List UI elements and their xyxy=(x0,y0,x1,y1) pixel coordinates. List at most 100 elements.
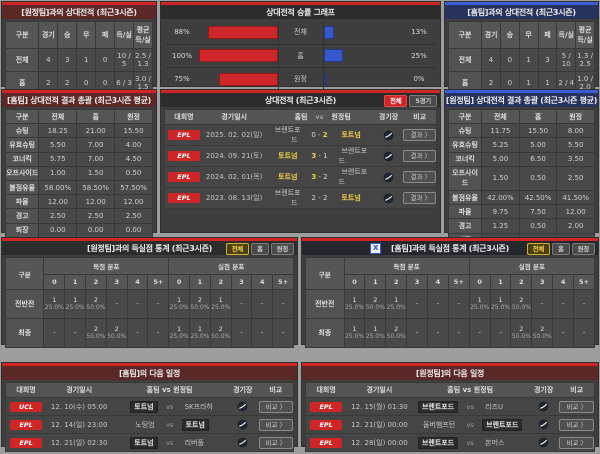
distribution-cell: 2 50.0% xyxy=(364,289,387,319)
count-value: 2 xyxy=(519,296,524,304)
stat-cell: 5.00 xyxy=(481,151,520,167)
percent-value: 50.0% xyxy=(365,304,385,311)
home-score: 2 xyxy=(311,194,316,202)
panel-goal-stats-vs-home: X [홈팀]과의 득실점 통계 (최근3시즌) 전체 홈 원정 구분 득점 분포 실점 … xyxy=(301,237,599,348)
row-label: 파울 xyxy=(447,204,483,220)
distribution-cell: - xyxy=(552,289,575,319)
winrate-row: 75% 원정 0% xyxy=(165,68,436,91)
stat-cell: 12.00 xyxy=(114,194,153,210)
goal-stats-table-container: 구분 득점 분포 실점 분포 0 1 2 3 4 5+ 0 1 2 3 4 5+ 전반전 1 25.0% 1 25.0… xyxy=(2,255,297,350)
column-header-date: 경기일시 xyxy=(66,386,93,394)
table-row: 유효슈팅 5.50 7.00 4.00 xyxy=(4,137,153,153)
column-header: 구분 xyxy=(305,257,345,290)
percent-value: 50.0% xyxy=(532,333,552,340)
column-header: 원정 xyxy=(114,108,153,125)
filter-button-원정[interactable]: 원정 xyxy=(270,242,294,255)
compare-button[interactable]: 비교 〉 xyxy=(559,400,594,413)
distribution-cell: - xyxy=(531,289,554,319)
league-badge: UCL xyxy=(10,401,43,412)
accent-strip xyxy=(161,90,440,93)
table-row: 슈팅 18.25 21.00 15.50 xyxy=(4,123,153,139)
away-winrate-percent: 25% xyxy=(411,51,427,60)
stadium-icon xyxy=(237,401,248,412)
home-score: 3 xyxy=(311,152,317,160)
filter-button-홈[interactable]: 홈 xyxy=(250,242,269,255)
filter-button-원정[interactable]: 원정 xyxy=(571,242,595,255)
league-badge: EPL xyxy=(310,437,343,448)
accent-strip xyxy=(2,90,156,93)
row-label: 슈팅 xyxy=(447,123,483,139)
row-label: 오프사이드 xyxy=(447,165,483,191)
stat-cell: 4 xyxy=(38,48,59,72)
filter-button-홈[interactable]: 홈 xyxy=(551,242,570,255)
h2h-column-header: 대회명 경기일시 홈팀 vs 원정팀 경기장 비교 xyxy=(164,109,437,125)
count-value: 1 xyxy=(218,296,223,304)
distribution-cell: - xyxy=(230,318,253,348)
filter-button-전체[interactable]: 전체 xyxy=(526,242,550,255)
filter-button-5경기[interactable]: 5경기 xyxy=(409,94,437,107)
stat-cell: 3.50 xyxy=(556,151,595,167)
compare-button[interactable]: 비교 〉 xyxy=(559,418,594,431)
match-datetime: 12. 15(월) 01:30 xyxy=(351,402,408,411)
panel-titlebar: [홈팀]과의 상대전적 (최근3시즌) xyxy=(445,5,598,19)
panel-h2h-record-vs-home: [홈팀]과의 상대전적 (최근3시즌) 구분 경기 승 무 패 득/실 평균 득/실 전체 4 0… xyxy=(444,1,599,118)
column-header: 득/실 xyxy=(114,21,135,49)
match-datetime: 12. 21(일) 00:00 xyxy=(351,420,408,429)
column-header: 구분 xyxy=(4,108,40,125)
percent-value: 50.0% xyxy=(107,333,127,340)
panel-titlebar: [홈팀]의 다음 일정 xyxy=(2,366,297,380)
column-header-date: 경기일시 xyxy=(221,113,247,121)
compare-button[interactable]: 비교 〉 xyxy=(258,400,293,413)
compare-button[interactable]: 비교 〉 xyxy=(258,418,293,431)
away-winrate-bar xyxy=(323,72,326,86)
stat-cell: 9.75 xyxy=(481,204,520,220)
goal-stats-filter-buttons: 전체 홈 원정 xyxy=(225,242,294,255)
league-badge: EPL xyxy=(310,419,343,430)
table-row: 경고 1.25 0.50 2.00 xyxy=(447,218,595,234)
distribution-cell: - xyxy=(43,318,66,348)
bin-header: 3 xyxy=(531,274,554,290)
result-button[interactable]: 결과 〉 xyxy=(403,171,436,183)
stadium-icon xyxy=(538,419,549,430)
result-button[interactable]: 결과 〉 xyxy=(403,129,436,141)
bin-header: 4 xyxy=(552,274,575,290)
accent-strip xyxy=(2,238,297,241)
column-header-match: 홈팀 vs 원정팀 xyxy=(265,112,373,122)
stadium-icon xyxy=(383,193,394,203)
column-header: 승 xyxy=(57,21,78,49)
accent-strip xyxy=(302,363,598,366)
distribution-cell: 2 50.0% xyxy=(385,318,408,348)
panel-winrate-graph: 상대전적 승률 그래프 88% 전체 13% 100% 홈 25% 75% 원정 0% xyxy=(160,1,441,91)
filter-button-전체[interactable]: 전체 xyxy=(225,242,249,255)
distribution-cell: - xyxy=(105,289,128,319)
row-label: 전반전 xyxy=(305,289,345,319)
distribution-cell: 1 25.0% xyxy=(489,289,512,319)
column-header: 구분 xyxy=(447,108,483,125)
percent-value: 25.0% xyxy=(344,333,365,340)
filter-button-전체[interactable]: 전체 xyxy=(384,94,408,107)
stat-cell: 4 xyxy=(481,48,501,72)
result-button[interactable]: 결과 〉 xyxy=(403,150,436,162)
winrate-row: 88% 전체 13% xyxy=(165,21,436,45)
distribution-cell: 1 25.0% xyxy=(209,289,232,319)
table-row: 코너킥 5.00 6.50 3.50 xyxy=(447,151,595,167)
result-button[interactable]: 결과 〉 xyxy=(403,192,436,204)
away-winrate-bar xyxy=(323,49,344,63)
stat-cell: 1 xyxy=(518,48,539,72)
stat-cell: 0 xyxy=(95,48,116,72)
panel-home-next-schedule: [홈팀]의 다음 일정 대회명 경기일시 홈팀 vs 원정팀 경기장 비교 UC… xyxy=(1,362,298,452)
panel-goal-stats-vs-away: [원정팀]과의 득실점 통계 (최근3시즌) 전체 홈 원정 구분 득점 분포 실점 분… xyxy=(1,237,298,348)
distribution-cell: - xyxy=(489,318,512,348)
match-date: 2025. 02. 02(일) xyxy=(205,131,263,139)
schedule-row: EPL 12. 14(일) 23:00 노팅엄 vs 토트넘 비교 〉 xyxy=(5,416,294,434)
bin-header: 2 xyxy=(510,274,533,290)
panel-titlebar: [원정팀]과의 득실점 통계 (최근3시즌) 전체 홈 원정 xyxy=(2,241,297,255)
home-winrate-percent: 75% xyxy=(174,75,190,84)
table-row: 파울 9.75 7.50 12.00 xyxy=(447,204,595,220)
group-header-row: 구분 득점 분포 실점 분포 xyxy=(4,257,294,290)
bin-header: 5+ xyxy=(147,274,170,290)
column-header: 패 xyxy=(95,21,116,49)
row-label: 경고 xyxy=(4,208,40,224)
match-score: 0 - 2 xyxy=(300,131,338,139)
column-header: 원정 xyxy=(556,108,595,125)
